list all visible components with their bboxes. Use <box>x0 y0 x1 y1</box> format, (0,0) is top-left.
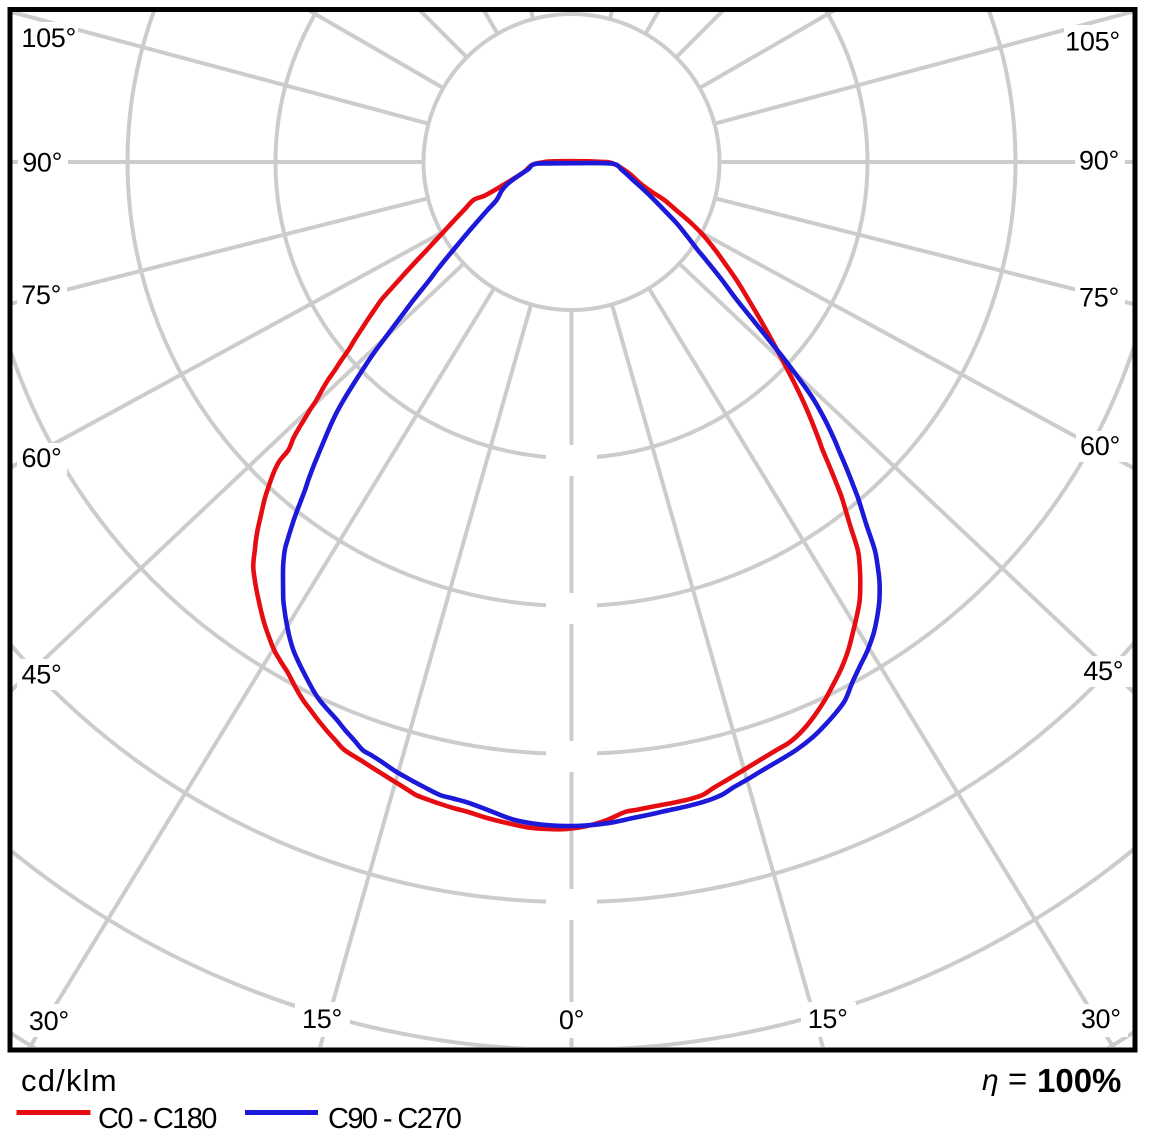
svg-text:C0 - C180: C0 - C180 <box>98 1103 216 1135</box>
svg-text:60°: 60° <box>1080 431 1120 461</box>
svg-text:η: η <box>982 1064 999 1097</box>
svg-text:0°: 0° <box>559 1005 584 1035</box>
svg-text:cd/klm: cd/klm <box>21 1063 118 1098</box>
svg-text:45°: 45° <box>1083 656 1123 686</box>
svg-text:75°: 75° <box>1079 282 1119 312</box>
svg-text:75°: 75° <box>21 280 61 310</box>
svg-text:30°: 30° <box>29 1006 69 1036</box>
svg-text:C90 - C270: C90 - C270 <box>328 1103 461 1135</box>
svg-text:45°: 45° <box>22 660 62 690</box>
svg-text:100%: 100% <box>1037 1062 1121 1099</box>
svg-text:=: = <box>1008 1060 1027 1097</box>
svg-text:90°: 90° <box>1079 146 1119 176</box>
svg-text:15°: 15° <box>808 1004 848 1034</box>
svg-text:60°: 60° <box>22 443 62 473</box>
svg-text:15°: 15° <box>302 1004 342 1034</box>
svg-text:90°: 90° <box>22 148 62 178</box>
svg-text:105°: 105° <box>21 23 76 53</box>
svg-text:105°: 105° <box>1065 26 1120 56</box>
svg-text:30°: 30° <box>1081 1004 1121 1034</box>
